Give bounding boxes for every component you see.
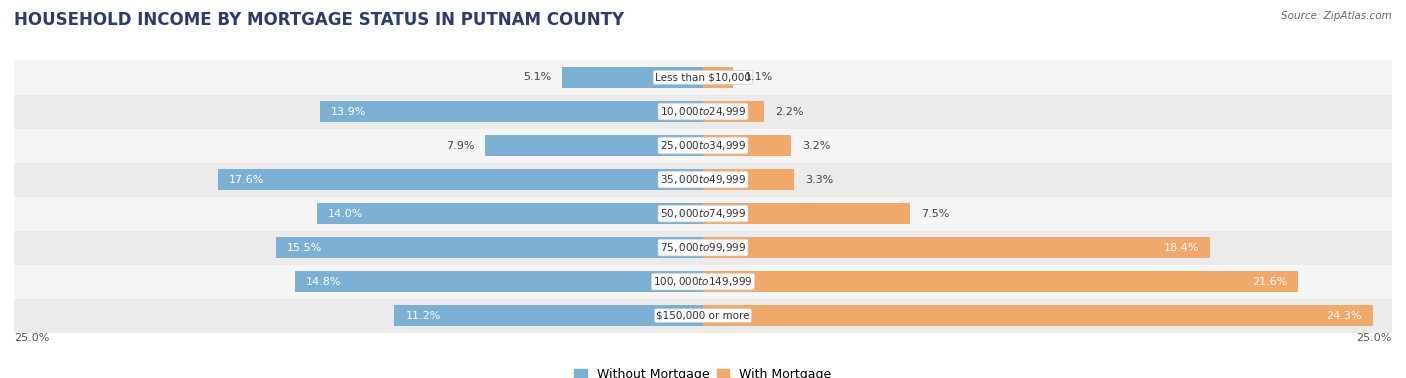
Text: $35,000 to $49,999: $35,000 to $49,999 (659, 173, 747, 186)
Text: 5.1%: 5.1% (523, 73, 551, 82)
Bar (703, 101, 763, 122)
Text: 18.4%: 18.4% (1164, 243, 1199, 253)
Bar (703, 67, 734, 88)
Bar (14, 60, 1392, 94)
Bar (14, 94, 1392, 129)
Text: 2.2%: 2.2% (775, 107, 803, 116)
Text: 3.3%: 3.3% (806, 175, 834, 184)
Text: 24.3%: 24.3% (1326, 311, 1361, 321)
Bar (14, 231, 1392, 265)
Bar (703, 305, 1372, 326)
Text: $25,000 to $34,999: $25,000 to $34,999 (659, 139, 747, 152)
Text: Source: ZipAtlas.com: Source: ZipAtlas.com (1281, 11, 1392, 21)
Text: 13.9%: 13.9% (330, 107, 367, 116)
Text: 15.5%: 15.5% (287, 243, 322, 253)
Bar (703, 237, 1211, 258)
Text: 1.1%: 1.1% (744, 73, 772, 82)
Text: 21.6%: 21.6% (1251, 277, 1288, 287)
Text: Less than $10,000: Less than $10,000 (655, 73, 751, 82)
Bar (276, 237, 703, 258)
Text: $10,000 to $24,999: $10,000 to $24,999 (659, 105, 747, 118)
Bar (14, 197, 1392, 231)
Bar (218, 169, 703, 190)
Text: $75,000 to $99,999: $75,000 to $99,999 (659, 241, 747, 254)
Bar (14, 299, 1392, 333)
Bar (703, 135, 792, 156)
Text: 11.2%: 11.2% (405, 311, 440, 321)
Bar (394, 305, 703, 326)
Text: 17.6%: 17.6% (229, 175, 264, 184)
Bar (562, 67, 703, 88)
Text: 3.2%: 3.2% (803, 141, 831, 150)
Bar (485, 135, 703, 156)
Text: 14.0%: 14.0% (328, 209, 364, 218)
Bar (14, 265, 1392, 299)
Bar (295, 271, 703, 292)
Text: $100,000 to $149,999: $100,000 to $149,999 (654, 275, 752, 288)
Bar (703, 271, 1298, 292)
Bar (703, 203, 910, 224)
Text: 7.9%: 7.9% (446, 141, 474, 150)
Bar (703, 169, 794, 190)
Text: $50,000 to $74,999: $50,000 to $74,999 (659, 207, 747, 220)
Text: 25.0%: 25.0% (14, 333, 49, 342)
Text: $150,000 or more: $150,000 or more (657, 311, 749, 321)
Text: 14.8%: 14.8% (307, 277, 342, 287)
Legend: Without Mortgage, With Mortgage: Without Mortgage, With Mortgage (569, 363, 837, 378)
Bar (321, 101, 703, 122)
Text: 7.5%: 7.5% (921, 209, 949, 218)
Text: HOUSEHOLD INCOME BY MORTGAGE STATUS IN PUTNAM COUNTY: HOUSEHOLD INCOME BY MORTGAGE STATUS IN P… (14, 11, 624, 29)
Text: 25.0%: 25.0% (1357, 333, 1392, 342)
Bar (14, 163, 1392, 197)
Bar (14, 129, 1392, 163)
Bar (318, 203, 703, 224)
